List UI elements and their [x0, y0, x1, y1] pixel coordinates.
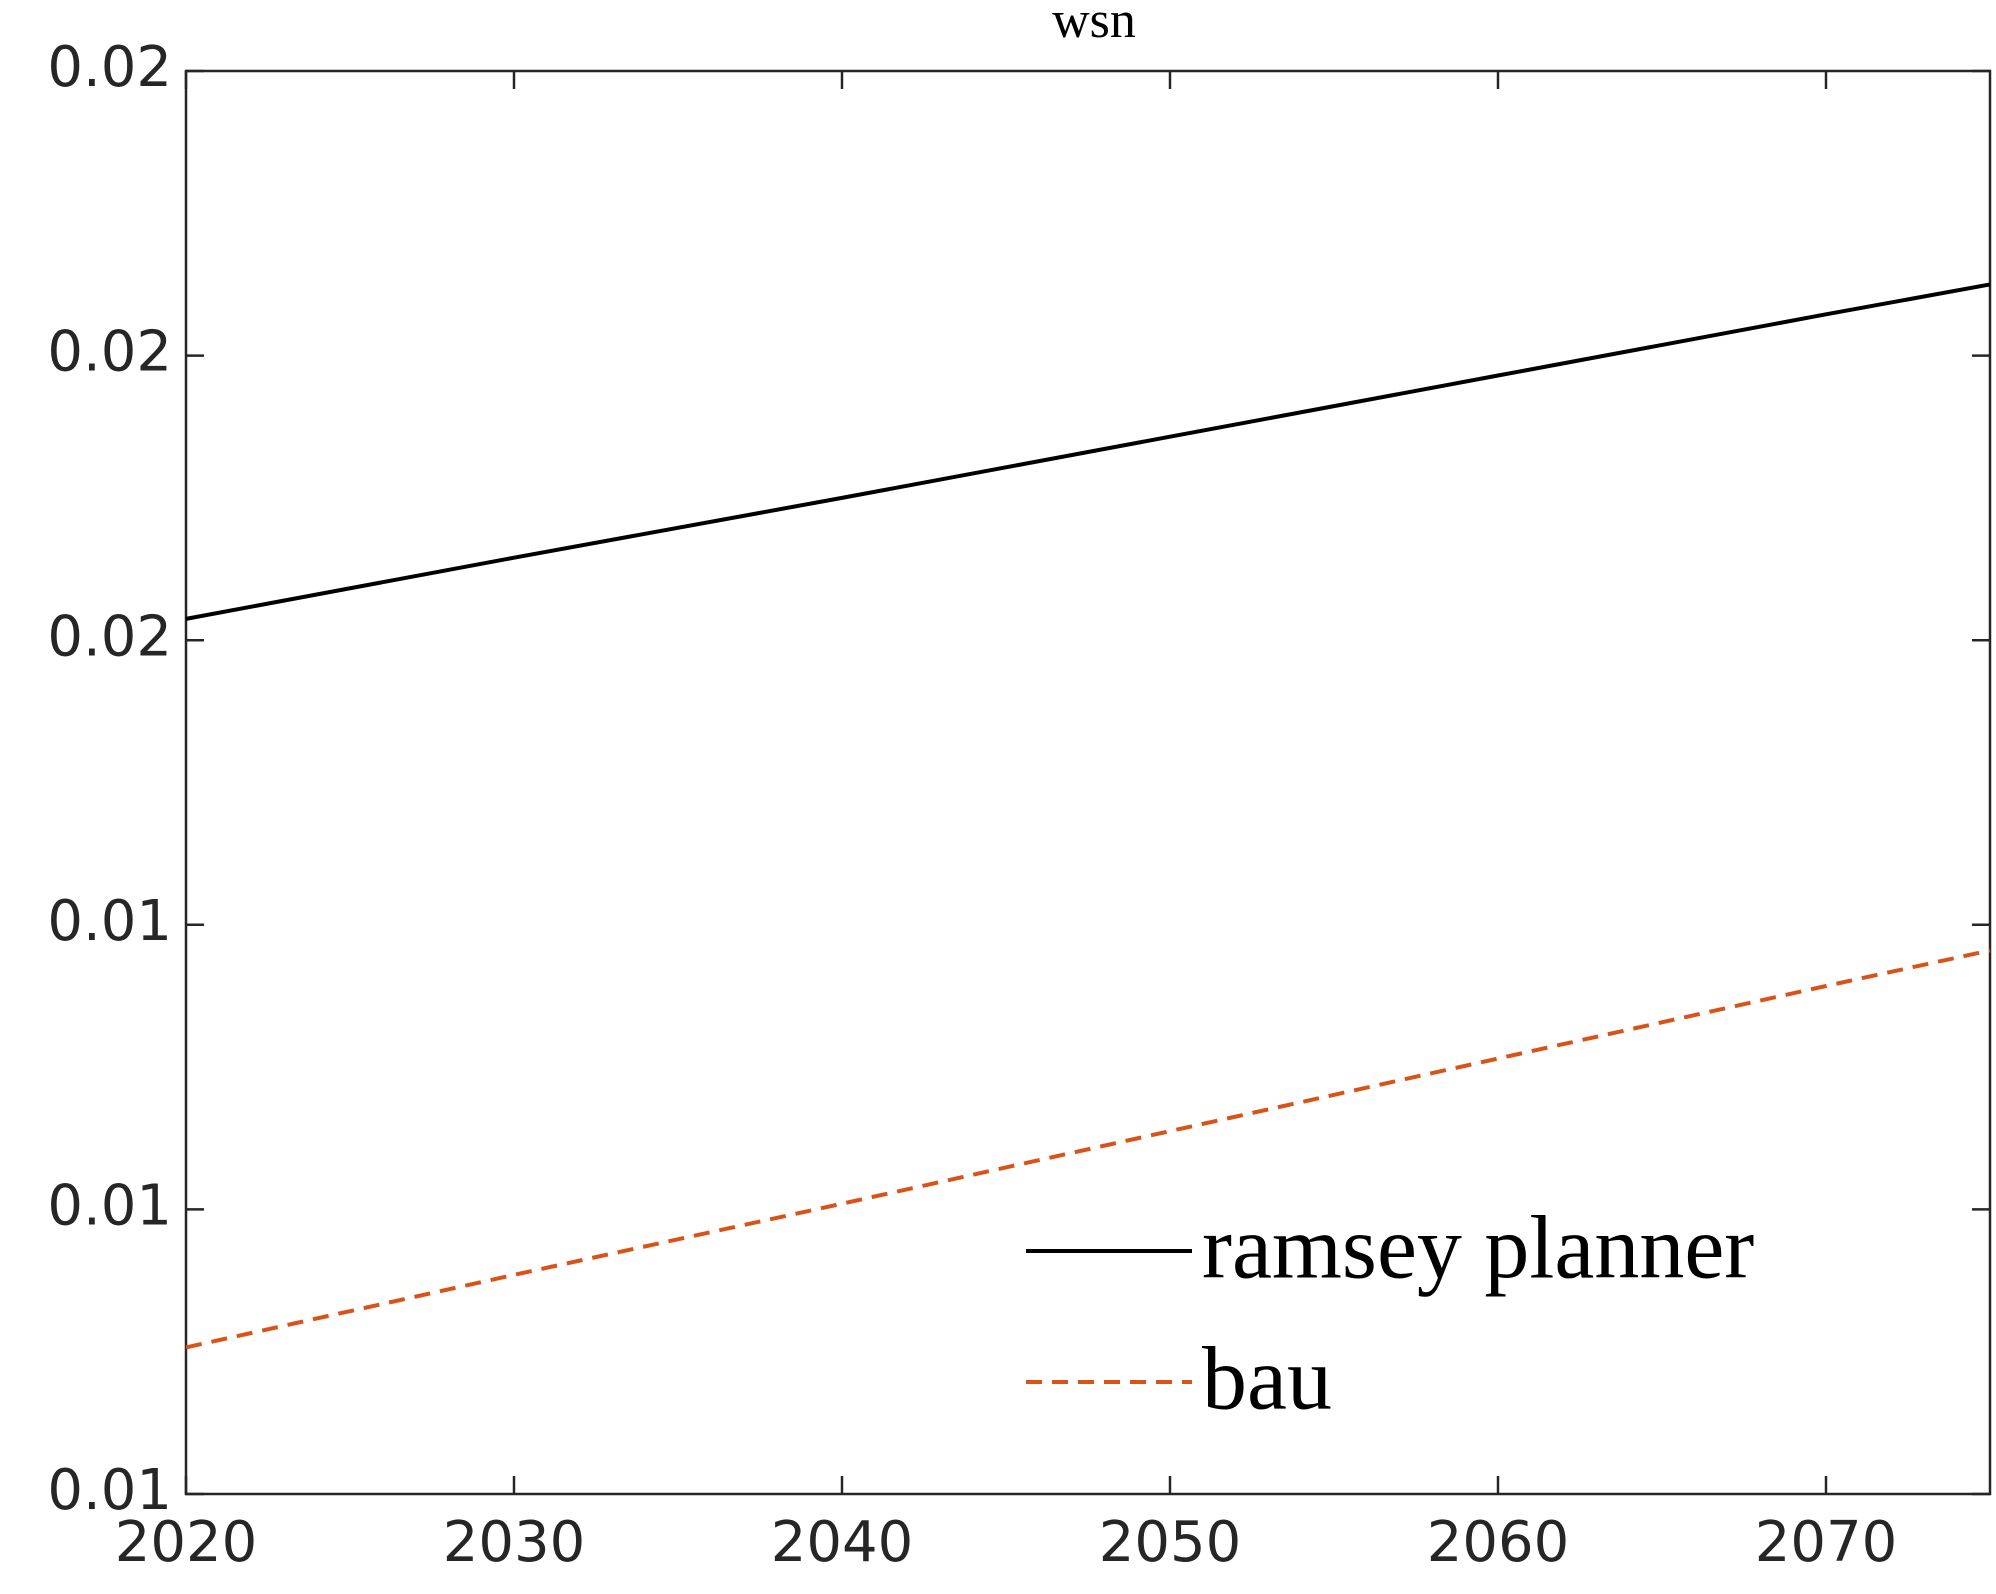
- x-tick-label: 2020: [115, 1510, 258, 1575]
- legend-label: ramsey planner: [1202, 1199, 1754, 1298]
- y-tick-label: 0.01: [47, 1458, 172, 1523]
- data-line: [185, 282, 1991, 621]
- x-tick-label: 2070: [1755, 1510, 1898, 1575]
- y-tick-label: 0.01: [47, 1174, 172, 1239]
- y-tick-label: 0.02: [47, 35, 172, 100]
- data-line: [185, 948, 1991, 1350]
- x-tick-label: 2040: [771, 1510, 914, 1575]
- y-tick-label: 0.02: [47, 320, 172, 385]
- x-tick-label: 2050: [1099, 1510, 1242, 1575]
- y-tick-label: 0.02: [47, 604, 172, 669]
- x-tick-label: 2060: [1427, 1510, 1570, 1575]
- plot-frame: [184, 69, 1992, 1496]
- legend-label: bau: [1202, 1330, 1332, 1429]
- x-tick-label: 2030: [443, 1510, 586, 1575]
- y-tick-label: 0.01: [47, 889, 172, 954]
- chart-title: wsn: [1052, 0, 1136, 49]
